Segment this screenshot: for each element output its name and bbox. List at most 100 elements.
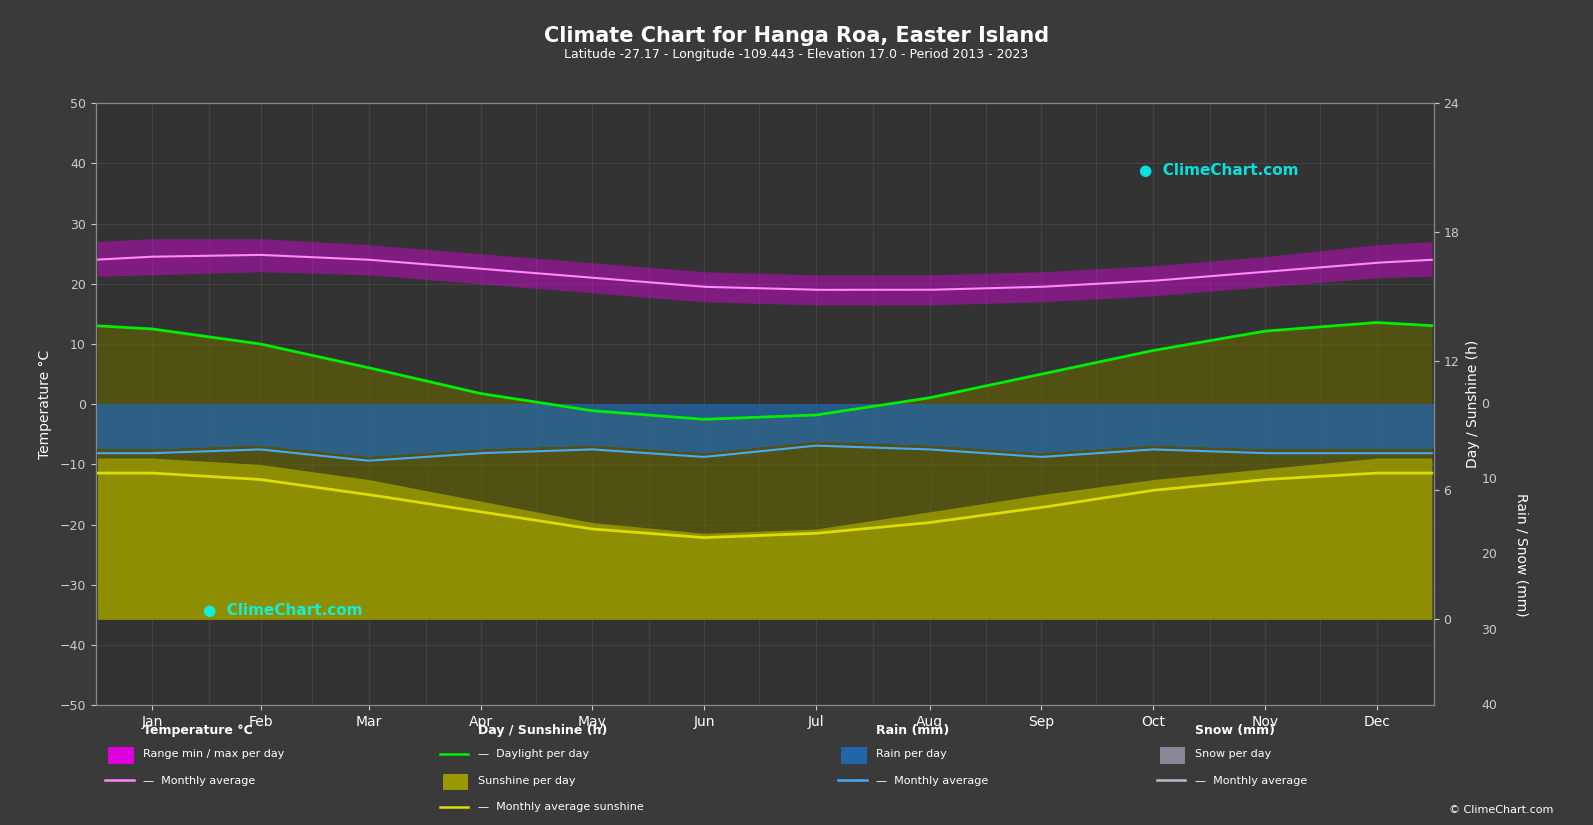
Bar [1243, 404, 1247, 449]
Bar [898, 404, 902, 445]
Bar [755, 404, 760, 448]
Bar [429, 404, 433, 453]
Bar [1335, 404, 1338, 450]
Bar [543, 404, 546, 447]
Bar [1378, 404, 1383, 450]
Bar [964, 404, 969, 448]
Bar [1268, 404, 1273, 450]
Bar [1214, 404, 1217, 448]
Bar [876, 404, 879, 444]
Text: ●  ClimeChart.com: ● ClimeChart.com [1139, 163, 1298, 178]
Bar [712, 404, 715, 452]
Bar [949, 404, 954, 447]
Bar [954, 404, 957, 447]
Bar [1324, 404, 1327, 450]
Bar [814, 404, 817, 442]
Bar [733, 404, 738, 450]
Bar [817, 404, 822, 442]
Bar [760, 404, 763, 447]
Bar [217, 404, 220, 447]
Bar [723, 404, 726, 451]
Bar [932, 404, 935, 446]
Bar [1020, 404, 1023, 452]
Bar [1027, 404, 1031, 452]
Bar [301, 404, 304, 450]
Bar [1133, 404, 1137, 447]
Text: 40: 40 [1481, 699, 1497, 712]
Bar [1093, 404, 1096, 450]
Bar [414, 404, 419, 454]
Bar [535, 404, 538, 447]
Bar [884, 404, 887, 444]
Bar [803, 404, 806, 443]
Bar [1405, 404, 1408, 450]
Y-axis label: Temperature °C: Temperature °C [38, 350, 53, 459]
Bar [524, 404, 529, 448]
Bar [1155, 404, 1158, 446]
Text: Latitude -27.17 - Longitude -109.443 - Elevation 17.0 - Period 2013 - 2023: Latitude -27.17 - Longitude -109.443 - E… [564, 48, 1029, 61]
Bar [628, 404, 631, 448]
Text: Rain / Snow (mm): Rain / Snow (mm) [1515, 493, 1528, 616]
Bar [371, 404, 374, 457]
Bar [330, 404, 335, 453]
Bar [304, 404, 307, 450]
Bar [104, 404, 107, 450]
Bar [191, 404, 194, 448]
Bar [763, 404, 766, 447]
Bar [279, 404, 282, 448]
Bar [975, 404, 980, 449]
Bar [1104, 404, 1107, 449]
Bar [261, 404, 264, 446]
Bar [341, 404, 344, 455]
Bar [1411, 404, 1415, 450]
Bar [1169, 404, 1174, 446]
Bar [1166, 404, 1169, 446]
Text: Sunshine per day: Sunshine per day [478, 776, 575, 785]
Bar [1222, 404, 1225, 448]
Bar [465, 404, 470, 450]
Bar [566, 404, 569, 446]
Bar [696, 404, 701, 453]
Bar [1085, 404, 1090, 450]
Bar [172, 404, 177, 449]
Bar [859, 404, 862, 443]
Bar [620, 404, 623, 448]
Bar [980, 404, 983, 449]
Bar [323, 404, 327, 452]
Bar [538, 404, 543, 447]
Bar [957, 404, 961, 448]
Text: —  Monthly average: — Monthly average [143, 776, 255, 785]
Bar [774, 404, 777, 446]
Bar [865, 404, 870, 444]
Bar [1423, 404, 1426, 450]
Bar [502, 404, 507, 449]
Bar [1070, 404, 1074, 451]
Bar [1301, 404, 1305, 450]
Bar [1247, 404, 1251, 449]
Text: Day / Sunshine (h): Day / Sunshine (h) [478, 724, 607, 738]
Bar [205, 404, 209, 447]
Bar [1042, 404, 1045, 453]
Bar [1005, 404, 1008, 450]
Bar [425, 404, 429, 453]
Bar [1158, 404, 1163, 446]
Bar [550, 404, 554, 447]
Bar [1034, 404, 1037, 453]
Text: ●  ClimeChart.com: ● ClimeChart.com [202, 603, 362, 618]
Bar [1273, 404, 1276, 450]
Bar [879, 404, 884, 444]
Bar [1192, 404, 1195, 447]
Bar [744, 404, 749, 449]
Bar [1048, 404, 1053, 453]
Bar [177, 404, 180, 449]
Bar [1067, 404, 1070, 451]
Bar [1276, 404, 1279, 450]
Bar [1059, 404, 1064, 452]
Bar [1279, 404, 1284, 450]
Bar [1372, 404, 1375, 450]
Bar [1236, 404, 1239, 449]
Bar [355, 404, 360, 455]
Bar [352, 404, 355, 455]
Bar [180, 404, 183, 449]
Bar [307, 404, 312, 450]
